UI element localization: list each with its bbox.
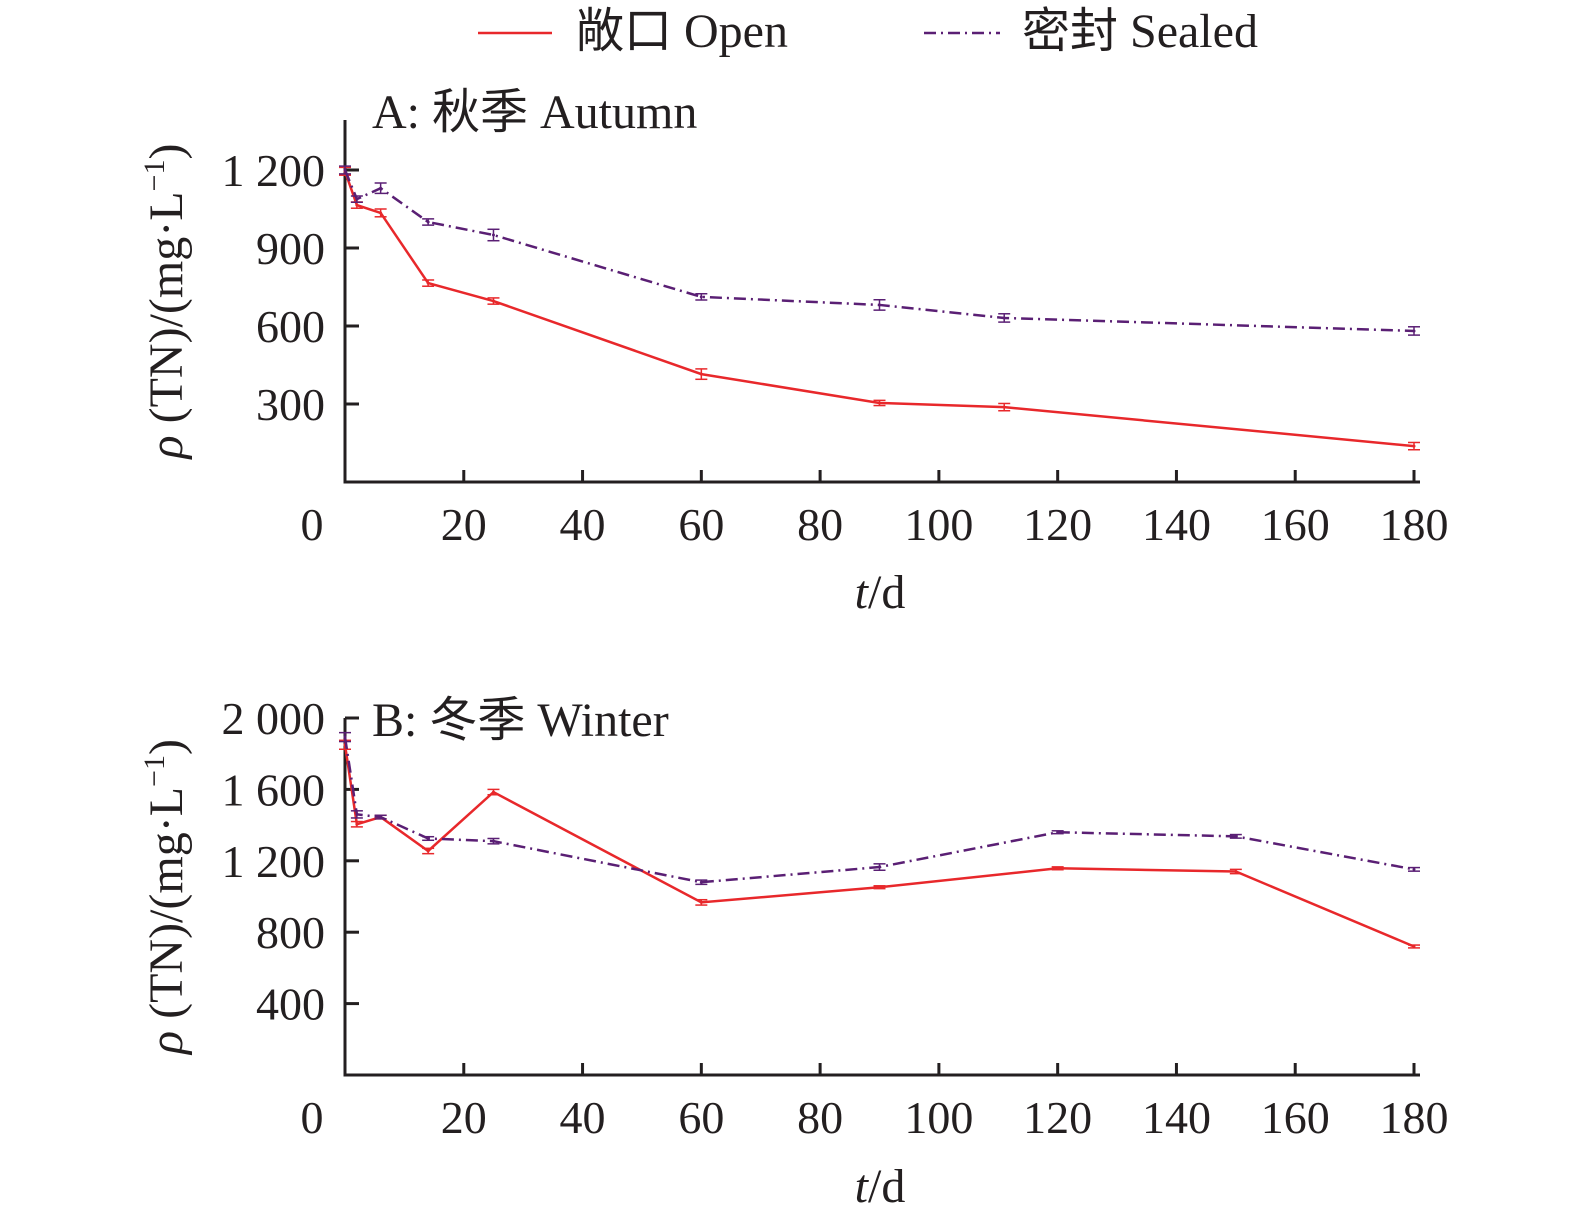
x-tick-label: 160	[1261, 1092, 1330, 1143]
x-tick-label: 180	[1380, 499, 1449, 550]
y-axis-label-sup: −1	[138, 755, 171, 787]
y-axis-label-end: )	[140, 144, 193, 160]
data-point	[1412, 329, 1416, 333]
data-point	[699, 295, 703, 299]
y-axis-label-unit: (TN)/(mg·L	[140, 787, 193, 1031]
data-point	[1234, 834, 1238, 838]
y-tick-label: 1 200	[222, 836, 326, 887]
data-point	[1412, 867, 1416, 871]
x-axis-label: t/d	[855, 566, 906, 619]
x-tick-label: 40	[560, 1092, 606, 1143]
x-tick-label: 140	[1142, 1092, 1211, 1143]
x-tick-label: 80	[797, 499, 843, 550]
x-axis-label: t/d	[855, 1160, 906, 1213]
data-point	[878, 885, 881, 889]
y-axis-label-sup: −1	[138, 160, 171, 192]
y-axis-label-unit: (TN)/(mg·L	[140, 191, 193, 435]
data-point	[1412, 944, 1416, 948]
x-axis-label-unit: /d	[868, 566, 905, 619]
data-point	[699, 900, 703, 904]
data-point	[426, 836, 430, 840]
x-tick-label: 180	[1380, 1092, 1449, 1143]
data-point	[699, 372, 703, 376]
data-point	[355, 812, 359, 816]
y-tick-label: 1 200	[222, 145, 326, 196]
data-point	[1412, 444, 1416, 448]
y-tick-label: 2 000	[222, 693, 326, 744]
data-point	[1056, 830, 1060, 834]
data-point	[491, 839, 495, 843]
y-axis-label-end: )	[140, 739, 193, 755]
series-line	[343, 744, 1415, 948]
data-point	[878, 865, 881, 869]
data-point	[491, 299, 495, 303]
data-point	[355, 197, 359, 201]
y-tick-label: 400	[256, 979, 325, 1030]
y-tick-label: 600	[256, 301, 325, 352]
legend-sealed-label: 密封 Sealed	[1022, 5, 1258, 58]
y-tick-label: 300	[256, 379, 325, 430]
series-sealed	[339, 165, 1420, 336]
data-point	[379, 211, 383, 215]
data-point	[379, 815, 383, 819]
x-axis-label-var: t	[855, 566, 870, 619]
data-point	[878, 401, 881, 405]
x-tick-label: 60	[678, 1092, 724, 1143]
y-axis-label-var: ρ	[140, 1031, 193, 1056]
data-point	[426, 281, 430, 285]
y-tick-label: 1 600	[222, 764, 326, 815]
series-line	[343, 736, 1415, 884]
x-tick-label: 0	[301, 499, 324, 550]
data-point	[379, 186, 383, 190]
x-tick-label: 100	[904, 1092, 973, 1143]
y-axis-label-var: ρ	[140, 435, 193, 460]
x-tick-label: 40	[560, 499, 606, 550]
x-tick-label: 140	[1142, 499, 1211, 550]
data-point	[699, 880, 703, 884]
x-axis-label-unit: /d	[868, 1160, 905, 1213]
data-point	[426, 220, 430, 224]
series-sealed	[339, 731, 1420, 886]
panel-a-autumn: 0 20 40 60 80 100 120 140 160 180 300 600 900 1 200 A:…	[138, 86, 1449, 619]
data-point	[355, 203, 359, 207]
data-point	[491, 233, 495, 237]
data-point	[343, 168, 347, 172]
data-point	[1002, 405, 1006, 409]
x-tick-label: 160	[1261, 499, 1330, 550]
series-open	[339, 739, 1420, 949]
legend-open-label: 敞口 Open	[576, 5, 788, 58]
data-point	[491, 790, 495, 794]
x-tick-label: 120	[1023, 1092, 1092, 1143]
panel-title: B: 冬季 Winter	[372, 694, 669, 747]
data-point	[1234, 870, 1238, 874]
x-tick-label: 120	[1023, 499, 1092, 550]
data-point	[355, 822, 359, 826]
y-axis-label: ρ (TN)/(mg·L−1)	[138, 739, 193, 1056]
panel-title: A: 秋季 Autumn	[372, 86, 697, 139]
y-tick-label: 900	[256, 223, 325, 274]
data-point	[1056, 866, 1060, 870]
x-axis-label-var: t	[855, 1160, 870, 1213]
x-tick-label: 100	[904, 499, 973, 550]
legend: 敞口 Open 密封 Sealed	[478, 5, 1258, 58]
y-axis-label: ρ (TN)/(mg·L−1)	[138, 144, 193, 461]
x-tick-label: 80	[797, 1092, 843, 1143]
y-tick-label: 800	[256, 907, 325, 958]
x-tick-label: 20	[441, 1092, 487, 1143]
panel-b-winter: 0 20 40 60 80 100 120 140 160 180 400 800 1 200 1 600…	[138, 693, 1449, 1213]
data-point	[878, 303, 881, 307]
data-point	[1002, 316, 1006, 320]
data-point	[426, 849, 430, 853]
data-point	[343, 735, 347, 739]
x-tick-label: 20	[441, 499, 487, 550]
x-tick-label: 0	[301, 1092, 324, 1143]
x-tick-label: 60	[678, 499, 724, 550]
